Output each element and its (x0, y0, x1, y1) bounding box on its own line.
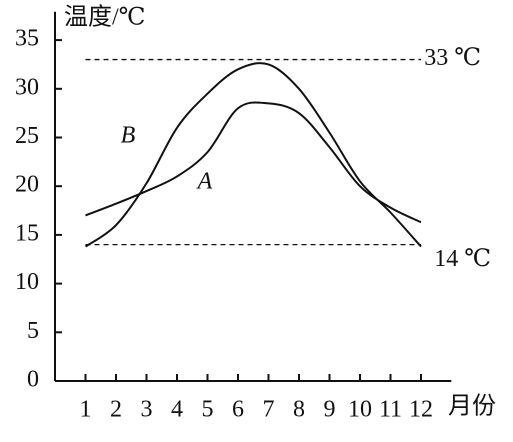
x-tick-label: 3 (141, 397, 153, 423)
x-tick-label: 4 (171, 397, 183, 423)
y-tick-label: 5 (27, 318, 39, 344)
y-tick-label: 10 (15, 269, 39, 295)
x-tick-label: 8 (293, 397, 305, 423)
x-tick-label: 11 (379, 397, 402, 423)
y-tick-label: 35 (15, 26, 39, 52)
y-tick-label: 20 (15, 172, 39, 198)
series-label: A (196, 169, 213, 195)
x-tick-label: 10 (348, 397, 372, 423)
y-tick-label: 25 (15, 123, 39, 149)
x-tick-label: 9 (324, 397, 336, 423)
y-axis-label: 温度/℃ (64, 4, 146, 31)
x-axis-label: 月份 (448, 393, 496, 420)
reference-label: 14 ℃ (434, 246, 491, 272)
series-line (84, 62, 422, 248)
y-tick-label: 0 (27, 367, 39, 393)
x-tick-label: 1 (80, 397, 92, 423)
reference-label: 33 ℃ (424, 45, 481, 71)
x-tick-label: 6 (232, 397, 244, 423)
series-label: B (121, 123, 136, 149)
x-tick-label: 2 (110, 397, 122, 423)
x-tick-label: 7 (263, 397, 275, 423)
series-line (85, 101, 422, 224)
y-tick-label: 30 (15, 74, 39, 100)
x-tick-label: 5 (202, 397, 214, 423)
y-tick-label: 15 (15, 220, 39, 246)
x-tick-label: 12 (409, 397, 433, 423)
